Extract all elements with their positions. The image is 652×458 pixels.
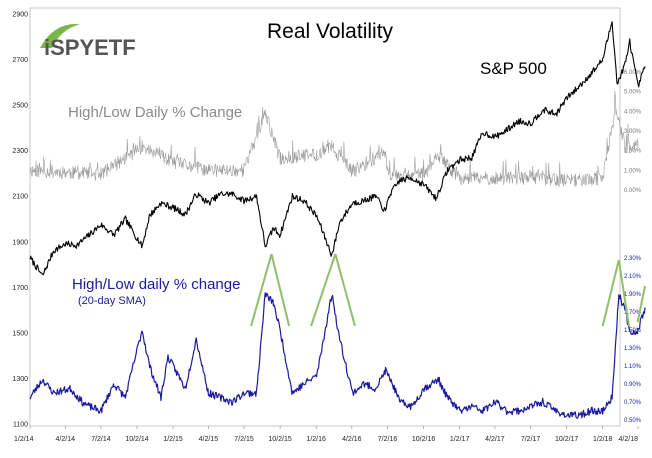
peak-marker-right-leg (617, 259, 630, 327)
peak-marker-left-leg (636, 285, 647, 323)
right-upper-tick-label: 1.00% (624, 168, 642, 174)
peak-annotations (250, 253, 647, 327)
right-upper-tick-label: 6.00% (624, 70, 642, 76)
high-low-label: High/Low Daily % Change (68, 104, 242, 121)
peak-marker-left-leg (250, 253, 273, 327)
right-axis-lower: 0.50% 0.70% 0.90% 1.10% 1.30% 1.50% 1.70% 1.90%… (624, 256, 642, 424)
x-tick-label: 1/2/16 (306, 436, 326, 443)
right-lower-tick-label: 1.10% (624, 364, 642, 370)
x-tick-label: 10/2/17 (555, 436, 578, 443)
left-tick-label: 2700 (12, 57, 28, 64)
logo-text: iSPYETF (44, 35, 136, 60)
right-lower-tick-label: 0.90% (624, 382, 642, 388)
x-tick-label: 1/2/15 (163, 436, 183, 443)
peak-marker-left-leg (601, 259, 620, 327)
left-axis: 1100 1300 1500 1700 1900 2100 2300 2500 2700 2900 (12, 12, 28, 429)
sma-sublabel: (20-day SMA) (78, 295, 146, 307)
right-lower-tick-label: 1.30% (624, 346, 642, 352)
x-axis: 1/2/14 4/2/14 7/2/14 10/2/14 1/2/15 4/2/15 7/2… (14, 426, 639, 443)
x-tick-label: 7/2/17 (521, 436, 541, 443)
left-tick-label: 2100 (12, 194, 28, 201)
x-tick-label: 4/2/15 (199, 436, 219, 443)
ispyetf-logo: iSPYETF (40, 23, 136, 60)
left-tick-label: 2900 (12, 12, 28, 19)
x-tick-label: 4/2/14 (56, 436, 76, 443)
right-lower-tick-label: 1.50% (624, 328, 642, 334)
x-tick-label: 10/2/16 (412, 436, 435, 443)
x-tick-label: 7/2/16 (378, 436, 398, 443)
right-upper-tick-label: 0.00% (624, 188, 642, 194)
sma-label: High/Low daily % change (72, 276, 240, 293)
right-lower-tick-label: 0.70% (624, 400, 642, 406)
chart-title: Real Volatility (267, 20, 394, 43)
x-tick-label: 4/2/17 (485, 436, 505, 443)
right-axis-upper: 0.00% 1.00% 2.00% 3.00% 4.00% 5.00% 6.00% (624, 70, 642, 194)
logo-swoosh-icon (40, 23, 80, 48)
left-tick-label: 1500 (12, 330, 28, 337)
right-lower-tick-label: 2.10% (624, 274, 642, 280)
right-upper-tick-label: 4.00% (624, 109, 642, 115)
x-tick-label: 4/2/18 (619, 436, 639, 443)
left-tick-label: 1100 (13, 422, 28, 429)
x-tick-label: 1/2/18 (593, 436, 613, 443)
right-upper-tick-label: 2.00% (624, 149, 642, 155)
peak-marker-left-leg (310, 253, 337, 327)
right-upper-tick-label: 3.00% (624, 129, 642, 135)
x-tick-label: 7/2/14 (91, 436, 111, 443)
peak-marker-right-leg (334, 253, 356, 327)
left-tick-label: 1900 (12, 239, 28, 246)
right-lower-tick-label: 1.90% (624, 292, 642, 298)
left-tick-label: 2500 (12, 103, 28, 110)
x-tick-label: 4/2/16 (342, 436, 362, 443)
left-tick-label: 1700 (12, 285, 28, 292)
peak-marker-right-leg (270, 253, 291, 327)
x-tick-label: 10/2/15 (268, 436, 291, 443)
x-tick-label: 7/2/15 (234, 436, 254, 443)
left-tick-label: 1300 (12, 376, 28, 383)
sma-line (29, 292, 646, 419)
right-lower-tick-label: 1.70% (624, 310, 642, 316)
x-tick-label: 1/2/14 (14, 436, 34, 443)
x-tick-label: 10/2/14 (125, 436, 148, 443)
plot-frame (29, 7, 621, 427)
high-low-daily-line (29, 90, 639, 187)
sp500-label: S&P 500 (480, 59, 547, 78)
right-lower-tick-label: 0.50% (624, 418, 642, 424)
sp500-line (29, 21, 646, 276)
right-upper-tick-label: 5.00% (624, 90, 642, 96)
right-lower-tick-label: 2.30% (624, 256, 642, 262)
series-layer (29, 21, 646, 419)
left-tick-label: 2300 (12, 148, 28, 155)
x-tick-label: 1/2/17 (450, 436, 470, 443)
